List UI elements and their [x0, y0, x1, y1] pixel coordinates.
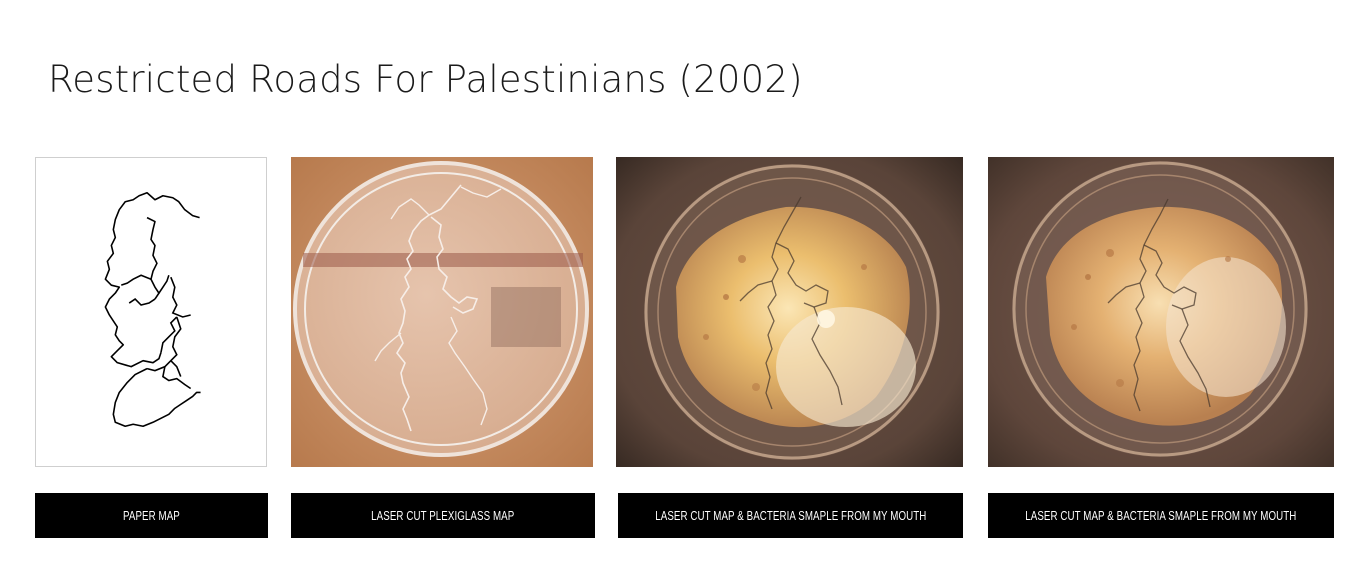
plexiglass-petri-dish-image: [291, 157, 593, 467]
bacteria-petri-dish-image-1: [616, 157, 963, 467]
bacteria-petri-dish-image-2: [988, 157, 1334, 467]
caption-paper-map: PAPER MAP: [35, 493, 268, 538]
caption-plexiglass-map: LASER CUT PLEXIGLASS MAP: [291, 493, 595, 538]
caption-text: LASER CUT PLEXIGLASS MAP: [371, 508, 515, 523]
caption-bacteria-map-1: LASER CUT MAP & BACTERIA SMAPLE FROM MY …: [618, 493, 963, 538]
page-title: Restricted Roads For Palestinians (2002): [48, 58, 803, 101]
paper-map-image: [35, 157, 267, 467]
caption-bacteria-map-2: LASER CUT MAP & BACTERIA SMAPLE FROM MY …: [988, 493, 1334, 538]
caption-text: PAPER MAP: [123, 508, 180, 523]
caption-text: LASER CUT MAP & BACTERIA SMAPLE FROM MY …: [654, 508, 927, 523]
caption-text: LASER CUT MAP & BACTERIA SMAPLE FROM MY …: [1025, 508, 1297, 523]
